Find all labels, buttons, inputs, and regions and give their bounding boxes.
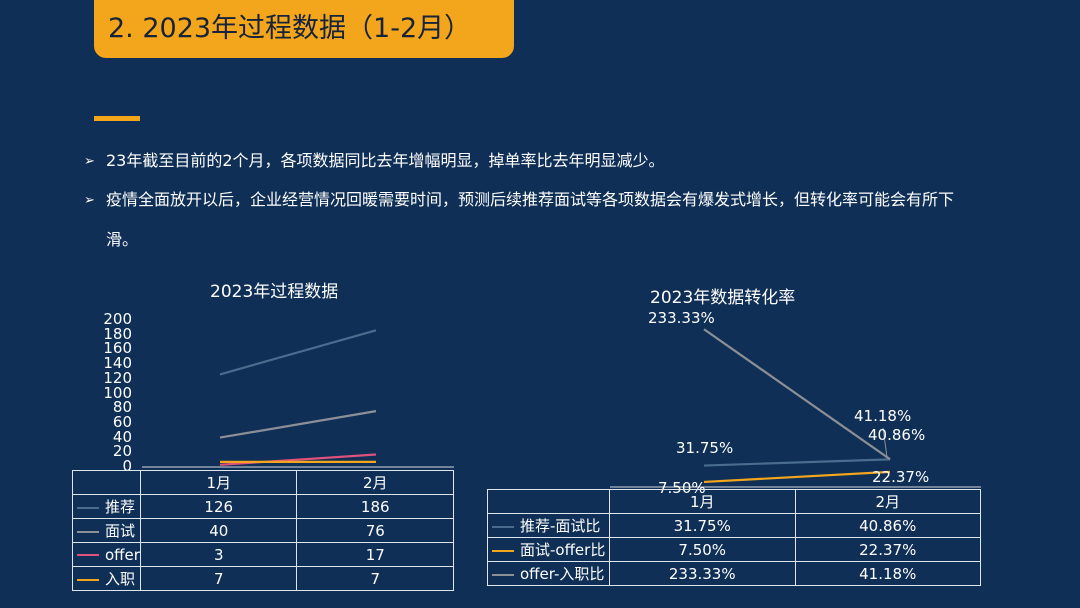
chart1-title: 2023年过程数据	[210, 282, 339, 302]
chart2-series-line-推荐-面试比	[703, 458, 891, 467]
table-cell: 22.37%	[794, 537, 981, 562]
title-banner: 2. 2023年过程数据（1-2月）	[94, 0, 514, 58]
table-row: 入职 7 7	[72, 566, 454, 591]
chart2-table-header: 1月 2月	[487, 489, 981, 514]
chart2-legend-entry: offer-入职比	[487, 561, 610, 586]
legend-swatch	[77, 554, 99, 556]
table-row: 面试-offer比 7.50% 22.37%	[487, 537, 981, 562]
chart1-y-tick-label: 180	[103, 324, 132, 343]
legend-swatch	[77, 506, 99, 509]
chart2-legend-entry: 面试-offer比	[487, 537, 610, 562]
chart2-category-label: 2月	[794, 489, 981, 514]
chart2-data-table: 1月 2月 推荐-面试比 31.75% 40.86% 面试-offer比 7.50% 22.3…	[487, 489, 981, 586]
chart1-data-table: 1月 2月 推荐 126 186 面试 40 76 offer 3 17 入职 7 7	[72, 470, 454, 591]
chart2-data-label: 31.75%	[676, 438, 734, 457]
chart1-series-line-推荐	[219, 329, 377, 376]
chart1-y-tick-label: 200	[103, 310, 132, 328]
chart2-category-label: 1月	[608, 489, 796, 514]
page-title: 2. 2023年过程数据（1-2月）	[108, 13, 472, 44]
bullet-text: 疫情全面放开以后，企业经营情况回暖需要时间，预测后续推荐面试等各项数据会有爆发式…	[106, 190, 955, 249]
table-row: 推荐 126 186	[72, 494, 454, 519]
chart2-label-leader	[882, 427, 888, 458]
chart1-y-tick-label: 80	[112, 398, 132, 417]
chart2-title: 2023年数据转化率	[650, 288, 796, 308]
table-cell: 7.50%	[608, 537, 796, 562]
series-name: 面试	[105, 522, 136, 540]
table-cell: 7	[139, 566, 298, 591]
chart1-legend-entry: 入职	[72, 566, 141, 591]
chart1-y-tick-label: 60	[112, 412, 132, 431]
series-name: offer	[105, 545, 140, 564]
chart1-y-tick-label: 0	[122, 457, 132, 475]
series-name: 推荐	[105, 498, 136, 516]
chart1-y-tick-label: 100	[103, 383, 132, 402]
series-name: 推荐-面试比	[520, 517, 601, 535]
legend-swatch	[77, 578, 99, 581]
chart1-y-tick-label: 120	[103, 368, 132, 387]
table-cell: 40	[139, 518, 298, 543]
bullet-text: 23年截至目前的2个月，各项数据同比去年增幅明显，掉单率比去年明显减少。	[106, 151, 665, 170]
table-cell: 186	[296, 494, 454, 519]
chart2-data-label: 233.33%	[648, 309, 715, 328]
chart1-legend-entry: offer	[72, 542, 141, 567]
chart2-legend-entry: 推荐-面试比	[487, 513, 610, 538]
legend-swatch	[77, 530, 99, 533]
chart1-series-line-面试	[219, 410, 377, 439]
legend-swatch	[492, 573, 514, 576]
table-cell: 31.75%	[608, 513, 796, 538]
chart1-y-tick-label: 140	[103, 354, 132, 373]
chart1-y-tick-label: 160	[103, 339, 132, 358]
chart2-data-label: 41.18%	[854, 407, 912, 426]
chart1-y-tick-label: 40	[112, 427, 132, 446]
table-corner	[487, 489, 610, 514]
chart1-series-line-offer	[219, 453, 377, 466]
accent-bar	[94, 116, 140, 121]
chart2-data-label: 40.86%	[868, 426, 926, 445]
bullet-arrow-icon: ➢	[84, 154, 95, 169]
table-cell: 233.33%	[608, 561, 796, 586]
table-cell: 3	[139, 542, 298, 567]
chart2-series-line-面试-offer比	[703, 470, 891, 484]
chart2-series-line-offer-入职比	[703, 328, 891, 461]
series-name: offer-入职比	[520, 565, 605, 583]
series-name: 入职	[105, 570, 136, 588]
series-name: 面试-offer比	[520, 541, 606, 559]
table-cell: 7	[296, 566, 454, 591]
bullet-arrow-icon: ➢	[84, 193, 95, 208]
legend-swatch	[492, 525, 514, 528]
table-row: offer-入职比 233.33% 41.18%	[487, 561, 981, 586]
legend-swatch	[492, 549, 514, 552]
table-row: 推荐-面试比 31.75% 40.86%	[487, 513, 981, 538]
chart1-legend-entry: 推荐	[72, 494, 141, 519]
chart2-data-label: 22.37%	[872, 467, 930, 486]
table-cell: 41.18%	[794, 561, 981, 586]
table-cell: 40.86%	[794, 513, 981, 538]
chart1-y-tick-label: 20	[112, 442, 132, 461]
